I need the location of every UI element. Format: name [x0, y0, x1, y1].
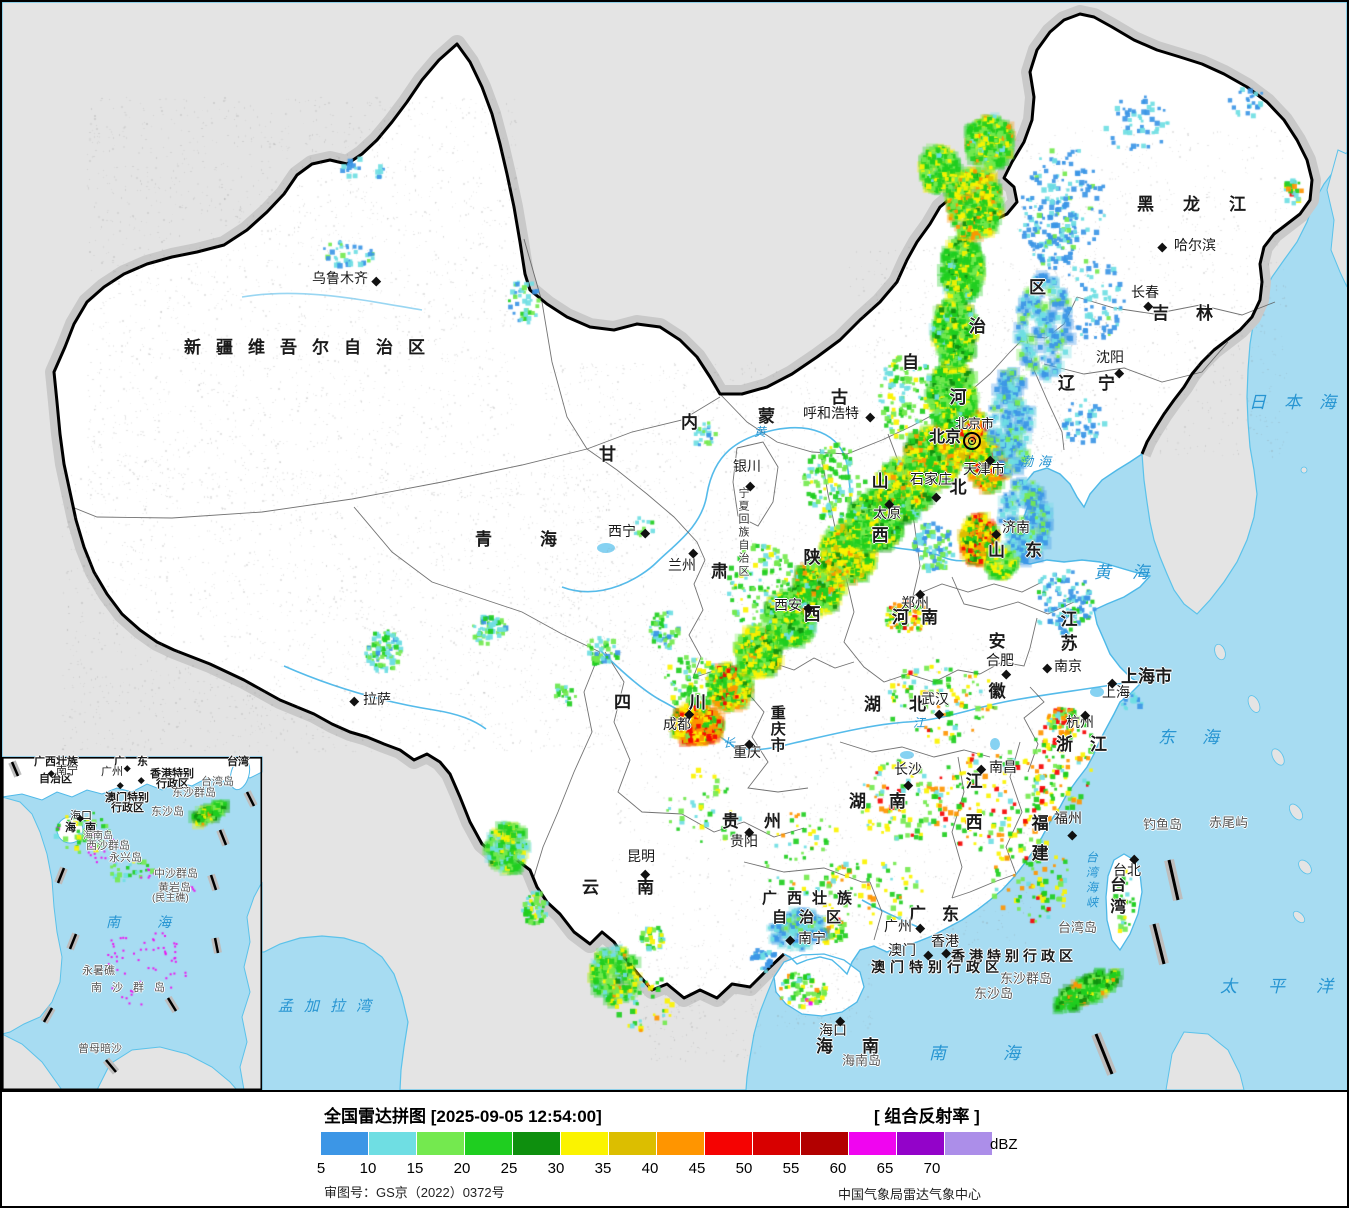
dbz-tick: 30 [547, 1160, 565, 1177]
dbz-swatch-20 [464, 1132, 512, 1155]
dbz-tick: 15 [406, 1160, 424, 1177]
dbz-tick: 5 [316, 1160, 326, 1177]
china-radar-map: 黑龙江 吉林 辽宁内蒙古自治区新疆维吾尔自治区甘肃青海 宁夏回族自治区 陕西 山西 河北 山东… [2, 2, 1347, 1090]
agency-name: 中国气象局雷达气象中心 [837, 1187, 981, 1202]
dbz-tick: 10 [359, 1160, 377, 1177]
dbz-tick: 65 [876, 1160, 894, 1177]
dbz-swatch-35 [608, 1132, 656, 1155]
dbz-tick: 25 [500, 1160, 518, 1177]
dbz-swatch-65 [896, 1132, 944, 1155]
dbz-unit-label: dBZ [990, 1136, 1018, 1153]
dbz-swatch-40 [656, 1132, 704, 1155]
dbz-tick: 50 [735, 1160, 753, 1177]
dbz-swatch-45 [704, 1132, 752, 1155]
dbz-tick: 40 [641, 1160, 659, 1177]
map-title: 全国雷达拼图 [2025-09-05 12:54:00] [324, 1107, 602, 1126]
dbz-swatch-25 [512, 1132, 560, 1155]
dbz-swatch-55 [800, 1132, 848, 1155]
dbz-swatch-15 [416, 1132, 464, 1155]
dbz-swatch-60 [848, 1132, 896, 1155]
approval-number: 审图号：GS京（2022）0372号 [324, 1185, 505, 1200]
dbz-swatch-10 [368, 1132, 416, 1155]
base-map-svg [2, 2, 1347, 1090]
dbz-tick: 45 [688, 1160, 706, 1177]
scs-inset [2, 756, 263, 1090]
dbz-colorbar [321, 1132, 992, 1155]
dbz-tick: 35 [594, 1160, 612, 1177]
dbz-tick: 20 [453, 1160, 471, 1177]
product-label: [ 组合反射率 ] [874, 1107, 980, 1126]
dbz-tick: 60 [829, 1160, 847, 1177]
dbz-swatch-50 [752, 1132, 800, 1155]
legend-panel: 全国雷达拼图 [2025-09-05 12:54:00] [ 组合反射率 ] d… [2, 1090, 1347, 1206]
dbz-swatch-70 [944, 1132, 992, 1155]
dbz-swatch-30 [560, 1132, 608, 1155]
dbz-swatch-5 [321, 1132, 368, 1155]
dbz-tick: 55 [782, 1160, 800, 1177]
dbz-tick: 70 [923, 1160, 941, 1177]
